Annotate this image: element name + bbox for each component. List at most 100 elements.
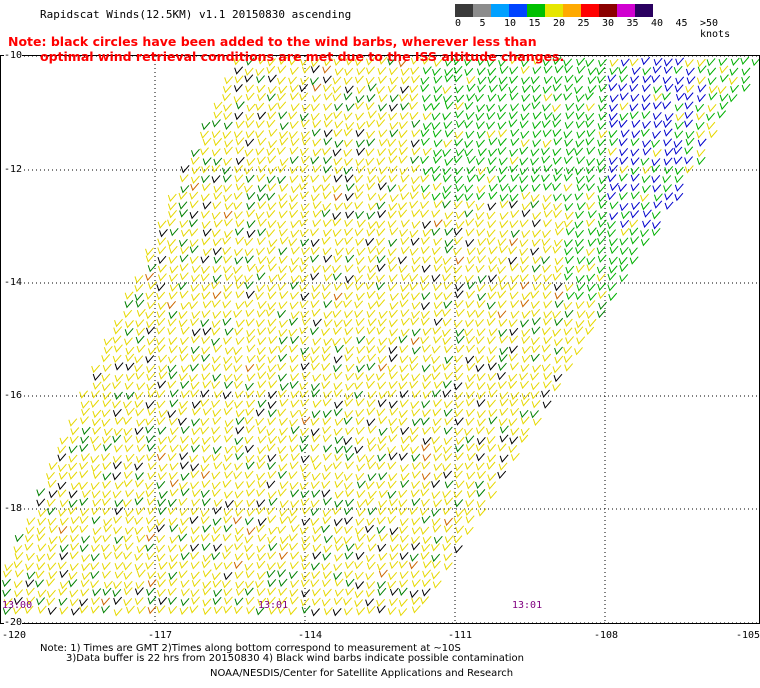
wind-barb bbox=[114, 499, 124, 508]
wind-barb bbox=[190, 571, 200, 580]
wind-barb bbox=[311, 608, 320, 617]
wind-barb bbox=[609, 245, 619, 255]
wind-barb bbox=[453, 56, 462, 66]
wind-barb bbox=[475, 264, 485, 274]
wind-barb bbox=[554, 264, 564, 274]
wind-barb bbox=[279, 499, 289, 509]
wind-barb bbox=[497, 310, 507, 319]
wind-barb bbox=[102, 472, 112, 481]
wind-barb bbox=[125, 362, 135, 371]
wind-barb bbox=[355, 158, 365, 167]
wind-barb bbox=[334, 139, 344, 149]
wind-barb bbox=[355, 472, 365, 482]
wind-barb bbox=[203, 407, 212, 416]
wind-barb bbox=[223, 407, 233, 416]
wind-barb bbox=[234, 533, 244, 543]
wind-barb bbox=[433, 93, 443, 103]
wind-barb bbox=[202, 524, 212, 533]
wind-barb bbox=[354, 274, 363, 283]
wind-barb bbox=[552, 310, 562, 320]
wind-barb bbox=[222, 166, 231, 175]
wind-barb bbox=[234, 462, 244, 471]
wind-barb bbox=[519, 239, 529, 248]
wind-barb bbox=[519, 184, 529, 193]
wind-barb bbox=[233, 347, 243, 356]
wind-barb bbox=[508, 85, 518, 95]
wind-barb bbox=[112, 588, 122, 598]
wind-barb bbox=[475, 202, 485, 212]
wind-barb bbox=[335, 247, 344, 256]
wind-barb bbox=[343, 299, 352, 309]
wind-barb bbox=[563, 354, 573, 364]
wind-barb bbox=[631, 201, 640, 211]
wind-barb bbox=[299, 274, 309, 283]
wind-barb bbox=[134, 516, 144, 526]
wind-barb bbox=[246, 488, 255, 497]
wind-barb bbox=[266, 480, 276, 489]
wind-barb bbox=[201, 363, 211, 372]
wind-barb bbox=[629, 83, 639, 93]
wind-barb bbox=[57, 453, 67, 462]
wind-barb bbox=[354, 571, 364, 581]
wind-barb bbox=[312, 318, 322, 327]
wind-barb bbox=[167, 506, 177, 516]
wind-barb bbox=[157, 498, 167, 507]
wind-barb bbox=[14, 533, 24, 543]
wind-barb bbox=[214, 390, 223, 399]
wind-barb bbox=[190, 389, 200, 398]
wind-barb bbox=[123, 598, 133, 607]
wind-barb bbox=[267, 551, 277, 560]
wind-barb bbox=[245, 130, 255, 139]
wind-barb bbox=[290, 185, 300, 194]
wind-barb bbox=[213, 543, 223, 552]
wind-barb bbox=[487, 75, 497, 84]
wind-barb bbox=[213, 498, 223, 508]
wind-barb bbox=[399, 364, 409, 373]
wind-barb bbox=[619, 202, 629, 212]
wind-barb bbox=[366, 418, 376, 427]
wind-barb bbox=[442, 273, 451, 282]
wind-barb bbox=[279, 122, 289, 131]
wind-barb bbox=[431, 355, 441, 365]
wind-barb bbox=[443, 562, 453, 571]
wind-barb bbox=[400, 309, 410, 318]
wind-barb bbox=[300, 346, 310, 356]
wind-barb bbox=[377, 562, 386, 572]
wind-barb bbox=[323, 544, 333, 553]
wind-barb bbox=[530, 157, 540, 166]
wind-barb bbox=[434, 380, 443, 390]
wind-barb bbox=[180, 390, 190, 399]
wind-barb bbox=[267, 111, 277, 120]
wind-barb bbox=[135, 335, 145, 344]
wind-barb bbox=[3, 598, 13, 607]
wind-barb bbox=[433, 263, 443, 273]
wind-barb bbox=[36, 553, 46, 563]
wind-barb bbox=[565, 265, 575, 275]
wind-barb bbox=[234, 444, 244, 454]
wind-barb bbox=[156, 553, 166, 562]
wind-barb bbox=[344, 551, 354, 560]
wind-barb bbox=[245, 444, 254, 454]
wind-barb bbox=[543, 317, 553, 326]
wind-barb bbox=[376, 220, 386, 229]
wind-barb bbox=[367, 220, 377, 230]
wind-barb bbox=[388, 309, 398, 319]
wind-barb bbox=[147, 605, 157, 615]
wind-barb bbox=[642, 209, 652, 218]
wind-barb bbox=[245, 580, 254, 589]
wind-barb bbox=[543, 112, 553, 121]
wind-barb bbox=[575, 264, 585, 274]
wind-barb bbox=[455, 328, 465, 337]
legend-label: 10 bbox=[504, 18, 517, 29]
wind-barb bbox=[420, 245, 430, 255]
wind-barb bbox=[146, 326, 155, 335]
wind-barb bbox=[487, 399, 496, 408]
wind-barb bbox=[333, 364, 342, 373]
wind-barb bbox=[520, 398, 530, 407]
wind-barb bbox=[519, 409, 529, 419]
wind-barb bbox=[70, 516, 80, 525]
wind-barb bbox=[432, 389, 442, 398]
wind-barb bbox=[444, 355, 454, 365]
wind-barb bbox=[454, 138, 464, 147]
wind-barb bbox=[400, 174, 410, 183]
